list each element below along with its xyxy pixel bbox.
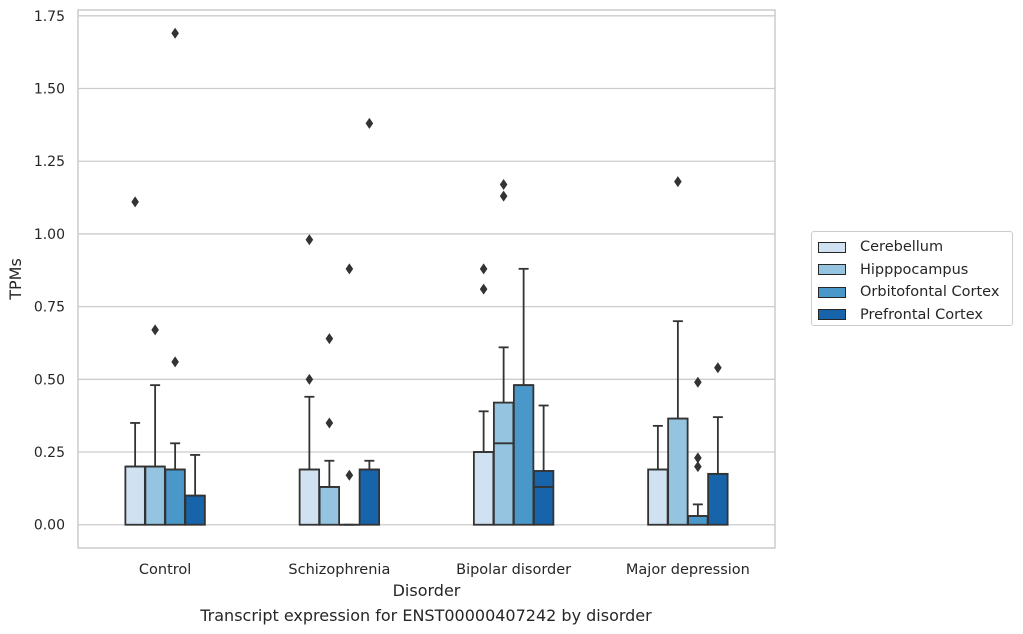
box-1-3 [667,176,689,526]
box-body [472,451,495,526]
y-tick-label: 1.75 [34,9,65,25]
box-body [144,465,166,526]
outlier-point [131,196,139,208]
legend-item: Orbitofontal Cortex [818,281,1012,304]
box-2-1 [338,263,361,526]
outlier-point [171,356,179,368]
box-3-3 [707,362,729,526]
legend-label: Hipppocampus [860,261,969,278]
legend-swatch [818,286,846,298]
box-body [707,472,729,526]
y-axis-ticks: 0.00 0.25 0.50 0.75 1.00 1.25 1.50 1.75 [34,9,65,534]
outlier-point [694,452,702,464]
box-1-0 [144,324,166,526]
box-body [532,470,555,526]
y-tick-label: 1.50 [34,82,65,98]
box-body [164,468,186,526]
outlier-point [479,263,488,275]
x-tick-label: Control [139,562,191,578]
chart-caption: Transcript expression for ENST0000040724… [200,606,652,625]
box-body [318,486,341,526]
y-tick-label: 0.50 [34,372,65,388]
box-body [358,468,381,526]
box-3-2 [532,404,555,526]
legend-swatch [818,264,846,276]
outlier-point [305,373,314,385]
legend-label: Prefrontal Cortex [860,306,983,323]
outlier-point [305,234,314,246]
box-body [124,465,146,526]
box-2-2 [512,267,535,526]
box-1-1 [318,333,341,526]
outlier-point [365,117,374,129]
box-body [687,515,709,526]
box-0-2 [472,263,495,526]
box-body [298,468,321,526]
box-3-1 [358,117,381,526]
box-1-2 [492,178,515,526]
box-body [667,417,689,526]
y-tick-label: 1.00 [34,227,65,243]
box-2-0 [164,27,186,526]
x-axis-label: Disorder [393,581,461,600]
box-body [184,494,206,526]
box-0-3 [647,424,669,526]
legend-item: Cerebellum [818,236,1012,259]
x-axis-ticks: Control Schizophrenia Bipolar disorder Majo… [139,562,750,578]
y-tick-label: 0.75 [34,300,65,316]
outlier-point [694,376,702,388]
plot-area [124,27,729,526]
gridlines [78,15,775,526]
x-tick-label: Major depression [626,562,750,578]
outlier-point [171,27,179,39]
outlier-point [151,324,159,336]
outlier-point [345,469,354,481]
box-3-0 [184,454,206,526]
x-tick-label: Schizophrenia [288,562,390,578]
plot-frame [77,9,776,549]
outlier-point [714,362,722,374]
box-0-0 [124,196,146,526]
legend-swatch [818,241,846,253]
outlier-point [499,190,508,202]
box-body [512,384,535,526]
legend: Cerebellum Hipppocampus Orbitofontal Corte… [811,231,1013,326]
x-tick-label: Bipolar disorder [456,562,571,578]
legend-label: Orbitofontal Cortex [860,284,1000,301]
outlier-point [479,283,488,295]
outlier-point [694,461,702,473]
outlier-point [325,417,334,429]
outlier-point [499,178,508,190]
outlier-point [345,263,354,275]
box-0-1 [298,234,321,526]
y-tick-label: 0.00 [34,518,65,534]
outlier-point [674,176,682,188]
legend-swatch [818,309,846,321]
box-body [647,468,669,526]
box-body [492,401,515,526]
box-2-3 [687,376,709,526]
legend-item: Prefrontal Cortex [818,304,1012,327]
legend-item: Hipppocampus [818,259,1012,282]
y-axis-label: TPMs [6,258,25,301]
legend-label: Cerebellum [860,239,944,256]
y-tick-label: 0.25 [34,445,65,461]
outlier-point [325,333,334,345]
y-tick-label: 1.25 [34,154,65,170]
